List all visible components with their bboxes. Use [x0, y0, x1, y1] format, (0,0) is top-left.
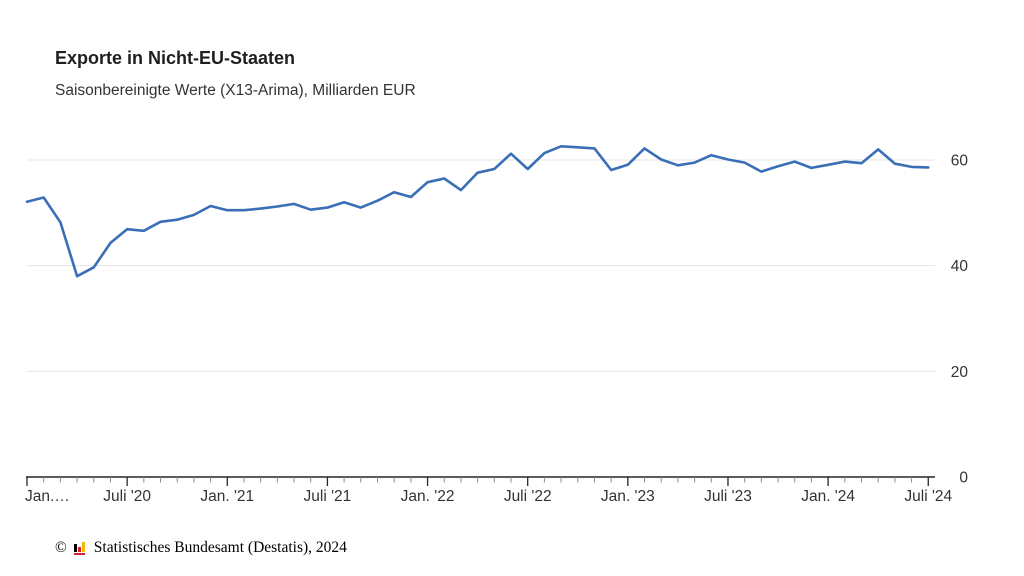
x-tick-label: Jan. '22: [401, 488, 455, 505]
destatis-bar-chart-logo-icon: [73, 541, 88, 555]
exports-series-line: [25, 145, 930, 278]
footer-copyright: © Statistisches Bundesamt (Destatis), 20…: [55, 539, 347, 557]
x-tick-label: Juli '22: [504, 488, 552, 505]
x-tick-label: Juli '23: [704, 488, 752, 505]
copyright-symbol: ©: [55, 539, 67, 556]
y-tick-label: 60: [951, 153, 969, 170]
x-tick-label: Jan.…: [25, 488, 70, 505]
x-tick-label: Jan. '21: [200, 488, 254, 505]
y-tick-label: 20: [951, 364, 969, 381]
y-tick-label: 40: [951, 258, 969, 275]
x-tick-label: Juli '24: [904, 488, 952, 505]
y-tick-label: 0: [959, 470, 968, 487]
x-tick-label: Jan. '24: [801, 488, 855, 505]
copyright-text: Statistisches Bundesamt (Destatis), 2024: [93, 539, 347, 556]
chart-subtitle: Saisonbereinigte Werte (X13-Arima), Mill…: [55, 82, 416, 99]
x-tick-label: Juli '20: [103, 488, 151, 505]
x-tick-label: Juli '21: [304, 488, 352, 505]
chart-title: Exporte in Nicht-EU-Staaten: [55, 48, 296, 68]
x-tick-label: Jan. '23: [601, 488, 655, 505]
